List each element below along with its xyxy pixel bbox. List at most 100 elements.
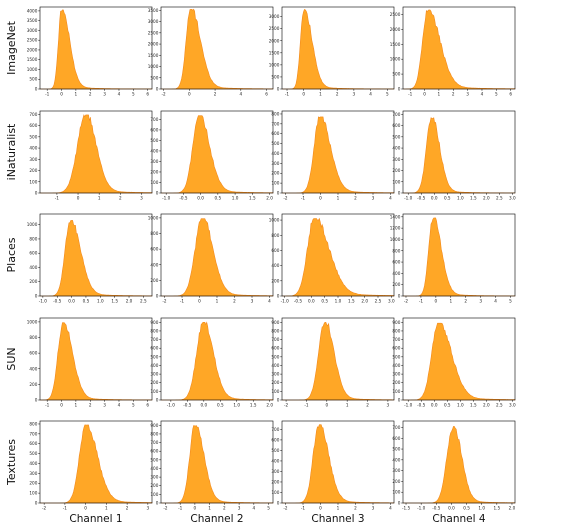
y-tick-label: 2000 <box>390 27 401 32</box>
histogram-area <box>40 220 153 297</box>
x-tick-label: -1.0 <box>404 403 413 408</box>
axes-frame <box>402 6 516 90</box>
axes-frame <box>281 317 395 401</box>
y-tick-label: 600 <box>29 251 37 256</box>
panel-inaturalist-channel-4: -1.0 -0.5 0.0 0.5 1.0 1.5 2.0 2.5 3.0 0 100 200 300 4… <box>392 110 516 201</box>
y-tick-label: 0 <box>156 294 159 299</box>
y-tick-label: 200 <box>271 278 279 283</box>
row-label-sun: SUN <box>5 347 18 370</box>
y-tick-label: 200 <box>150 169 158 174</box>
x-tick-label: 1 <box>75 92 78 97</box>
x-tick-label: -1 <box>285 92 290 97</box>
y-tick-label: 2500 <box>269 26 280 31</box>
x-tick-label: 1 <box>346 403 349 408</box>
x-tick-label: 3 <box>238 506 241 511</box>
x-tick-label: -2 <box>284 403 289 408</box>
histogram-area <box>282 424 395 504</box>
y-tick-label: 500 <box>29 134 37 139</box>
x-tick-label: 0 <box>198 299 201 304</box>
x-tick-label: -1 <box>301 506 306 511</box>
y-tick-label: 600 <box>29 351 37 356</box>
histogram-area <box>161 115 274 194</box>
y-tick-label: 600 <box>150 127 158 132</box>
axes-frame <box>39 110 153 194</box>
y-tick-label: 500 <box>392 354 400 359</box>
x-tick-label: -1 <box>301 196 306 201</box>
x-tick-label: 3 <box>147 506 150 511</box>
y-tick-label: 100 <box>392 490 400 495</box>
x-tick-label: 3 <box>372 506 375 511</box>
y-tick-label: 400 <box>392 363 400 368</box>
y-tick-label: 900 <box>150 423 158 428</box>
x-tick-label: 4 <box>369 92 372 97</box>
y-tick-label: 1200 <box>390 226 401 231</box>
y-tick-label: 500 <box>392 447 400 452</box>
y-tick-label: 100 <box>271 181 279 186</box>
x-tick-label: 1 <box>449 299 452 304</box>
x-tick-label: 2 <box>233 299 236 304</box>
row-label-imagenet: ImageNet <box>5 20 18 74</box>
axes-frame <box>402 317 516 401</box>
x-tick-label: -2 <box>163 506 168 511</box>
x-tick-label: 1.5 <box>470 403 477 408</box>
y-tick-label: 0 <box>398 191 401 196</box>
x-tick-label: 2.0 <box>483 196 490 201</box>
y-tick-label: 300 <box>392 372 400 377</box>
x-tick-label: 4 <box>239 92 242 97</box>
x-tick-label: 3.0 <box>509 403 516 408</box>
y-tick-label: 4000 <box>27 8 38 13</box>
y-tick-label: 0 <box>277 294 280 299</box>
histogram-area <box>161 8 274 90</box>
axes-frame <box>39 6 153 90</box>
y-tick-label: 300 <box>271 469 279 474</box>
y-tick-label: 400 <box>271 263 279 268</box>
x-tick-label: 2 <box>214 92 217 97</box>
x-tick-label: 0 <box>435 299 438 304</box>
x-tick-label: 2.0 <box>483 403 490 408</box>
y-tick-label: 500 <box>150 354 158 359</box>
x-tick-label: 0 <box>423 92 426 97</box>
y-tick-label: 2000 <box>148 42 159 47</box>
y-tick-label: 600 <box>150 449 158 454</box>
x-tick-label: 3 <box>103 403 106 408</box>
x-tick-label: 0 <box>188 92 191 97</box>
x-tick-label: 1 <box>438 92 441 97</box>
histogram-area <box>282 322 395 401</box>
y-tick-label: 1000 <box>148 64 159 69</box>
x-tick-label: 4 <box>118 92 121 97</box>
y-tick-label: 600 <box>29 123 37 128</box>
y-tick-label: 100 <box>392 179 400 184</box>
x-tick-label: -1 <box>45 92 50 97</box>
y-tick-label: 100 <box>29 179 37 184</box>
x-tick-label: 1.0 <box>457 196 464 201</box>
x-tick-label: 2.5 <box>496 403 503 408</box>
x-tick-label: 1.5 <box>249 196 256 201</box>
x-tick-label: 2 <box>223 506 226 511</box>
x-tick-label: 5 <box>495 92 498 97</box>
y-tick-label: 900 <box>271 320 279 325</box>
x-tick-label: 4 <box>389 506 392 511</box>
panel-sun-channel-1: -1 0 1 2 3 4 5 6 0 200 400 600 800 1000 <box>27 317 153 408</box>
x-tick-label: 0.0 <box>197 196 204 201</box>
y-tick-label: 1400 <box>390 214 401 219</box>
panel-inaturalist-channel-3: -2 -1 0 1 2 3 4 0 100 200 300 400 500 600 700 800 <box>271 110 395 201</box>
x-tick-label: 4 <box>268 299 271 304</box>
y-tick-label: 400 <box>150 363 158 368</box>
y-tick-label: 800 <box>29 335 37 340</box>
x-tick-label: 3 <box>251 299 254 304</box>
x-tick-label: 1 <box>337 506 340 511</box>
x-tick-label: 2.0 <box>509 506 516 511</box>
panel-inaturalist-channel-2: -1.0 -0.5 0.0 0.5 1.0 1.5 2.0 0 100 200 300 400 500 6… <box>150 110 274 201</box>
x-tick-label: 2 <box>354 196 357 201</box>
x-tick-label: -0.5 <box>183 403 192 408</box>
x-tick-label: 2.5 <box>140 299 147 304</box>
y-tick-label: 800 <box>29 421 37 426</box>
y-tick-label: 600 <box>29 441 37 446</box>
y-tick-label: 0 <box>277 87 280 92</box>
x-tick-label: -1.0 <box>417 506 426 511</box>
y-tick-label: 200 <box>392 380 400 385</box>
y-tick-label: 400 <box>29 265 37 270</box>
y-tick-label: 500 <box>150 75 158 80</box>
